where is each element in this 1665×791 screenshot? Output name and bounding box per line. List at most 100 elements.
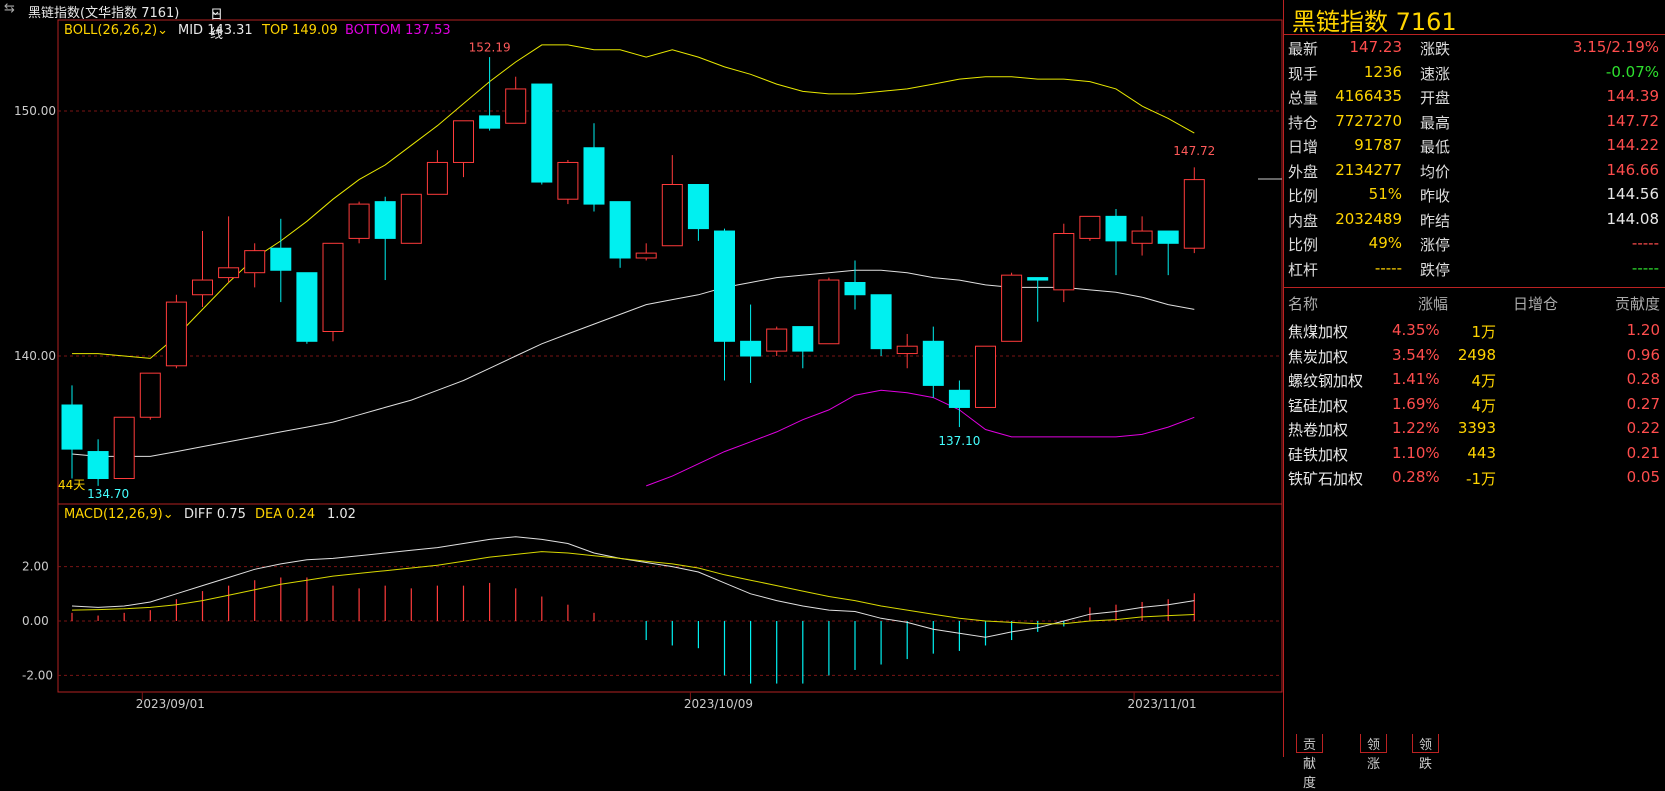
contrib-change: 1.69% — [1392, 394, 1440, 413]
quote-label: 跌停 — [1420, 260, 1451, 279]
macd-tick-label: 2.00 — [22, 560, 49, 574]
date-label: 2023/11/01 — [1128, 697, 1197, 711]
contrib-change: 0.28% — [1392, 468, 1440, 486]
contrib-increase: 1万 — [1471, 323, 1496, 341]
quote-label: 均价 — [1420, 162, 1451, 181]
contrib-row[interactable]: 螺纹钢加权 1.41% 4万 0.28 — [1284, 370, 1665, 394]
boll-mid-value: MID 143.31 — [178, 23, 253, 38]
quote-label: 内盘 — [1288, 211, 1319, 230]
menu-icon[interactable]: ⇆ — [4, 1, 15, 16]
quote-value: ----- — [1631, 234, 1659, 252]
contrib-header[interactable]: 名称 — [1288, 295, 1319, 313]
tab-0[interactable]: 贡献度 — [1296, 734, 1324, 791]
diff-value: DIFF 0.75 — [184, 507, 246, 522]
contrib-increase: -1万 — [1466, 470, 1496, 488]
contrib-value: 0.96 — [1626, 345, 1660, 364]
candle-up — [1183, 179, 1205, 249]
dea-value: DEA 0.24 — [255, 507, 315, 522]
macd-pane-frame — [57, 503, 1283, 693]
quote-label: 杠杆 — [1288, 260, 1319, 279]
contrib-increase: 4万 — [1471, 372, 1496, 390]
candle-down — [948, 389, 970, 408]
chevron-down-icon: ⌄ — [210, 4, 221, 19]
contrib-row[interactable]: 焦煤加权 4.35% 1万 1.20 — [1284, 321, 1665, 345]
candle-down — [687, 184, 709, 230]
macd-value: 1.02 — [327, 507, 356, 522]
contrib-increase: 4万 — [1471, 396, 1496, 415]
kline-chart[interactable]: 150.00 140.00 2.00 0.00 -2.00 2023/09/01 2023/… — [0, 0, 1283, 757]
candle-down — [922, 340, 944, 386]
candle-down — [583, 147, 605, 205]
contrib-increase: 2498 — [1457, 345, 1496, 364]
contrib-header[interactable]: 贡献度 — [1614, 295, 1660, 313]
quote-label: 比例 — [1288, 236, 1319, 254]
contrib-row[interactable]: 铁矿石加权 0.28% -1万 0.05 — [1284, 468, 1665, 492]
contrib-name: 螺纹钢加权 — [1288, 372, 1364, 390]
candle-down — [374, 201, 396, 239]
candle-up — [1131, 230, 1153, 244]
price-tick-label: 140.00 — [14, 349, 56, 363]
top-bar: ⇆ 黑链指数(文华指数 7161) 日线 ⌄ — [0, 0, 1283, 42]
contrib-row[interactable]: 热卷加权 1.22% 3393 0.22 — [1284, 419, 1665, 443]
candle-up — [896, 345, 918, 355]
quote-value: ----- — [1631, 258, 1659, 277]
quote-label: 比例 — [1288, 187, 1319, 205]
quote-panel: 黑链指数 7161 最新 147.23 涨跌 3.15/2.19% 现手 1236 速涨 -0… — [1283, 0, 1665, 791]
contrib-name: 热卷加权 — [1288, 421, 1349, 439]
dea-line — [71, 551, 1195, 625]
quote-value: 1236 — [1363, 62, 1402, 81]
quote-value: 4166435 — [1335, 87, 1402, 105]
quote-row: 现手 1236 速涨 -0.07% — [1284, 63, 1665, 87]
quote-value: 144.08 — [1606, 209, 1660, 228]
date-label: 2023/10/09 — [684, 697, 753, 711]
quote-label: 开盘 — [1420, 89, 1451, 107]
quote-label: 涨跌 — [1420, 40, 1451, 58]
quote-value: 2032489 — [1335, 209, 1402, 228]
contrib-header[interactable]: 日增仓 — [1512, 295, 1558, 313]
candle-down — [740, 340, 762, 357]
quote-row: 比例 49% 涨停 ----- — [1284, 234, 1665, 258]
contrib-change: 1.41% — [1392, 370, 1440, 388]
candle-up — [139, 372, 161, 418]
contrib-value: 0.27 — [1626, 394, 1660, 413]
candle-up — [1079, 215, 1101, 239]
contrib-row[interactable]: 硅铁加权 1.10% 443 0.21 — [1284, 444, 1665, 468]
quote-row: 比例 51% 昨收 144.56 — [1284, 185, 1665, 209]
quote-value: 144.56 — [1606, 185, 1660, 203]
quote-value: 144.39 — [1606, 87, 1660, 105]
candle-up — [192, 279, 213, 296]
macd-tick-label: 0.00 — [22, 614, 49, 628]
candle-down — [531, 83, 553, 183]
candle-up — [348, 203, 370, 239]
candle-up — [218, 267, 240, 279]
quote-value: 7727270 — [1335, 111, 1402, 130]
low-label: 134.70 — [87, 487, 129, 501]
quote-value: 146.66 — [1606, 160, 1660, 179]
candle-down — [87, 451, 109, 479]
contrib-header[interactable]: 涨幅 — [1417, 295, 1448, 313]
candle-down — [714, 230, 735, 342]
contrib-value: 0.05 — [1626, 468, 1660, 486]
candle-up — [113, 416, 135, 479]
candle-up — [1001, 274, 1023, 342]
tab-2[interactable]: 领跌 — [1412, 734, 1440, 772]
boll-bottom-line — [646, 389, 1195, 487]
tab-1[interactable]: 领涨 — [1360, 734, 1388, 772]
contrib-row[interactable]: 焦炭加权 3.54% 2498 0.96 — [1284, 346, 1665, 370]
quote-label: 涨停 — [1420, 236, 1451, 254]
candle-up — [244, 250, 266, 274]
quote-value: 91787 — [1354, 136, 1402, 154]
recent-high-label: 147.72 — [1173, 144, 1215, 158]
diff-line — [71, 536, 1195, 638]
quote-title: 黑链指数 7161 — [1292, 8, 1457, 36]
candle-down — [270, 247, 292, 271]
quote-row: 最新 147.23 涨跌 3.15/2.19% — [1284, 38, 1665, 62]
contrib-change: 4.35% — [1392, 321, 1440, 339]
quote-label: 总量 — [1288, 89, 1319, 107]
candle-up — [165, 301, 187, 367]
contrib-change: 1.22% — [1392, 419, 1440, 437]
contrib-row[interactable]: 锰硅加权 1.69% 4万 0.27 — [1284, 395, 1665, 419]
contrib-value: 0.22 — [1626, 419, 1660, 437]
quote-label: 现手 — [1288, 64, 1319, 83]
boll-top-line — [72, 44, 1195, 359]
